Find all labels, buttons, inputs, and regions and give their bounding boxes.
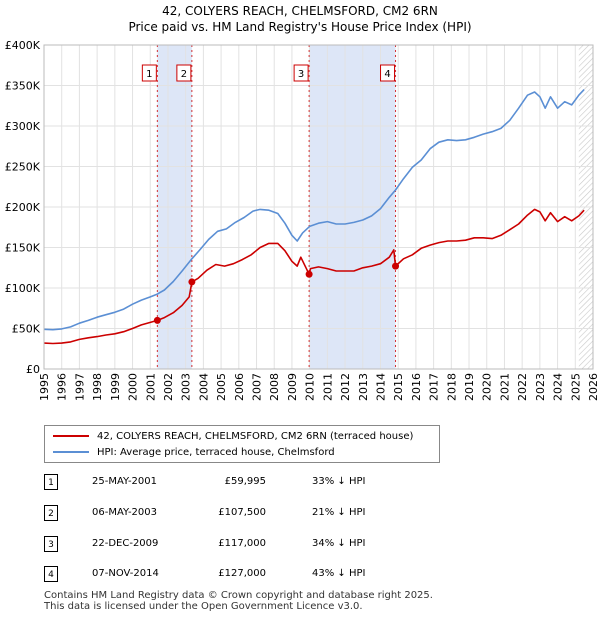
x-tick-label: 2013 bbox=[357, 373, 370, 401]
x-tick-label: 2011 bbox=[321, 373, 334, 401]
sale-marker-box bbox=[293, 64, 309, 82]
transaction-number: 3 bbox=[44, 536, 58, 552]
transaction-price: £117,000 bbox=[218, 538, 266, 549]
transaction-date: 25-MAY-2001 bbox=[92, 476, 158, 487]
x-tick-label: 1996 bbox=[56, 373, 69, 401]
sale-point bbox=[305, 270, 313, 278]
legend-item-hpi: HPI: Average price, terraced house, Chel… bbox=[53, 446, 335, 460]
transaction-date: 22-DEC-2009 bbox=[92, 538, 159, 549]
x-tick-label: 2004 bbox=[197, 373, 210, 401]
y-tick-label: £300K bbox=[5, 120, 41, 133]
legend-swatch-hpi bbox=[53, 451, 89, 453]
y-tick-label: £50K bbox=[12, 323, 41, 336]
x-tick-label: 2006 bbox=[233, 373, 246, 401]
footer-licence: This data is licensed under the Open Gov… bbox=[44, 601, 363, 612]
transaction-date: 07-NOV-2014 bbox=[92, 568, 159, 579]
property-series-line bbox=[43, 208, 585, 345]
x-tick-label: 1998 bbox=[91, 373, 104, 401]
x-tick-label: 2018 bbox=[445, 373, 458, 401]
chart-subtitle: Price paid vs. HM Land Registry's House … bbox=[128, 20, 472, 34]
transaction-hpi-diff: 33% ↓ HPI bbox=[312, 476, 366, 487]
x-tick-label: 2003 bbox=[180, 373, 193, 401]
x-tick-label: 2025 bbox=[569, 373, 582, 401]
x-tick-label: 2019 bbox=[463, 373, 476, 401]
y-tick-label: £0 bbox=[26, 363, 40, 376]
x-tick-label: 2023 bbox=[534, 373, 547, 401]
x-tick-label: 2009 bbox=[286, 373, 299, 401]
footer: Contains HM Land Registry data © Crown c… bbox=[44, 590, 433, 612]
x-tick-label: 2010 bbox=[304, 373, 317, 401]
transaction-price: £127,000 bbox=[218, 568, 266, 579]
x-tick-label: 2026 bbox=[587, 373, 600, 401]
y-tick-label: £350K bbox=[5, 80, 41, 93]
sale-marker-label: 4 bbox=[384, 69, 390, 80]
x-tick-label: 2000 bbox=[127, 373, 140, 401]
transaction-number: 1 bbox=[44, 474, 58, 490]
y-tick-label: £400K bbox=[5, 39, 41, 52]
chart-title: 42, COLYERS REACH, CHELMSFORD, CM2 6RN bbox=[162, 4, 438, 18]
x-tick-label: 2021 bbox=[498, 373, 511, 401]
sale-marker-box bbox=[176, 64, 192, 82]
x-tick-label: 2015 bbox=[392, 373, 405, 401]
x-tick-label: 2007 bbox=[251, 373, 264, 401]
transaction-hpi-diff: 43% ↓ HPI bbox=[312, 568, 366, 579]
y-tick-label: £200K bbox=[5, 201, 41, 214]
transaction-price: £107,500 bbox=[218, 507, 266, 518]
transaction-row: 4 07-NOV-2014 £127,000 43% ↓ HPI bbox=[0, 566, 600, 586]
transaction-price: £59,995 bbox=[224, 476, 266, 487]
sale-marker-label: 3 bbox=[298, 69, 304, 80]
sale-point bbox=[153, 316, 161, 324]
x-tick-label: 2012 bbox=[339, 373, 352, 401]
transaction-hpi-diff: 21% ↓ HPI bbox=[312, 507, 366, 518]
x-tick-label: 2005 bbox=[215, 373, 228, 401]
sale-marker-box bbox=[380, 64, 396, 82]
x-tick-label: 2002 bbox=[162, 373, 175, 401]
transaction-date: 06-MAY-2003 bbox=[92, 507, 158, 518]
sale-marker-label: 2 bbox=[181, 69, 187, 80]
transaction-hpi-diff: 34% ↓ HPI bbox=[312, 538, 366, 549]
x-tick-label: 2022 bbox=[516, 373, 529, 401]
transaction-row: 2 06-MAY-2003 £107,500 21% ↓ HPI bbox=[0, 505, 600, 525]
sale-point bbox=[188, 278, 196, 286]
sale-marker-label: 1 bbox=[146, 69, 152, 80]
x-tick-label: 2014 bbox=[374, 373, 387, 401]
y-tick-label: £150K bbox=[5, 242, 41, 255]
x-tick-label: 2024 bbox=[552, 373, 565, 401]
x-tick-label: 1999 bbox=[109, 373, 122, 401]
hpi-series-line bbox=[43, 89, 585, 331]
y-tick-label: £100K bbox=[5, 282, 41, 295]
x-tick-label: 1995 bbox=[38, 373, 51, 401]
legend-label-hpi: HPI: Average price, terraced house, Chel… bbox=[97, 447, 335, 458]
transaction-row: 1 25-MAY-2001 £59,995 33% ↓ HPI bbox=[0, 474, 600, 494]
x-tick-label: 2016 bbox=[410, 373, 423, 401]
legend-label-property: 42, COLYERS REACH, CHELMSFORD, CM2 6RN (… bbox=[97, 431, 414, 442]
price-chart: 1 2 3 4 £0 £50K £100K £150K £200K £250K £300K £350K… bbox=[5, 39, 600, 401]
footer-copyright: Contains HM Land Registry data © Crown c… bbox=[44, 590, 433, 601]
sale-marker-box bbox=[141, 64, 157, 82]
x-tick-label: 2008 bbox=[268, 373, 281, 401]
legend: 42, COLYERS REACH, CHELMSFORD, CM2 6RN (… bbox=[44, 425, 440, 463]
transaction-row: 3 22-DEC-2009 £117,000 34% ↓ HPI bbox=[0, 536, 600, 556]
x-tick-label: 2001 bbox=[144, 373, 157, 401]
x-tick-label: 1997 bbox=[73, 373, 86, 401]
legend-swatch-property bbox=[53, 435, 89, 437]
legend-item-property: 42, COLYERS REACH, CHELMSFORD, CM2 6RN (… bbox=[53, 430, 413, 444]
plot-frame bbox=[43, 44, 594, 370]
transaction-number: 4 bbox=[44, 566, 58, 582]
transaction-number: 2 bbox=[44, 505, 58, 521]
x-tick-label: 2017 bbox=[428, 373, 441, 401]
sale-point bbox=[392, 262, 400, 270]
y-tick-label: £250K bbox=[5, 161, 41, 174]
x-tick-label: 2020 bbox=[481, 373, 494, 401]
